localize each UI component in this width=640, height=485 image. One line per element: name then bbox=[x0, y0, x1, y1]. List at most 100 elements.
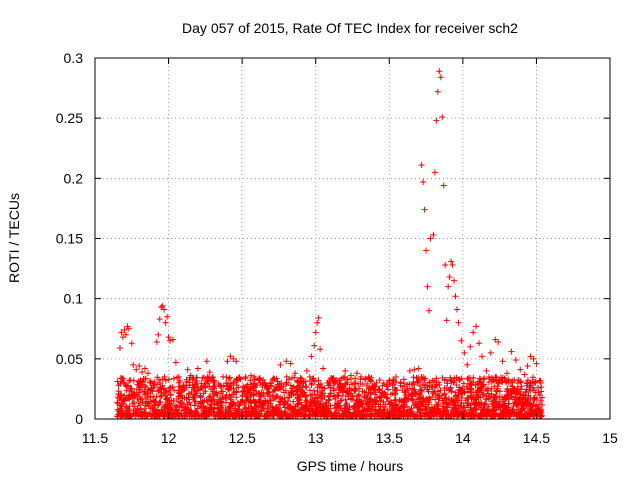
data-point bbox=[439, 113, 446, 120]
data-point bbox=[439, 400, 446, 407]
data-point bbox=[452, 389, 459, 396]
data-point bbox=[310, 375, 317, 382]
data-point bbox=[492, 374, 499, 381]
data-point bbox=[161, 306, 168, 313]
data-point bbox=[252, 404, 259, 411]
data-point bbox=[166, 385, 173, 392]
data-point bbox=[344, 413, 351, 420]
data-point bbox=[173, 395, 180, 402]
data-point bbox=[171, 387, 178, 394]
data-point bbox=[117, 345, 124, 352]
data-point bbox=[424, 283, 431, 290]
data-point bbox=[226, 375, 233, 382]
data-point bbox=[489, 411, 496, 418]
data-point bbox=[199, 398, 206, 405]
data-point bbox=[445, 412, 452, 419]
data-point bbox=[236, 412, 243, 419]
data-point bbox=[346, 386, 353, 393]
data-point bbox=[504, 370, 510, 377]
data-point bbox=[210, 378, 217, 385]
data-point bbox=[532, 378, 539, 385]
data-point bbox=[115, 382, 122, 389]
data-point bbox=[199, 375, 206, 382]
data-point bbox=[206, 411, 213, 418]
data-point bbox=[478, 353, 485, 360]
labels: Day 057 of 2015, Rate Of TEC Index for r… bbox=[6, 20, 518, 474]
data-point bbox=[387, 391, 394, 398]
data-point bbox=[486, 393, 493, 400]
data-point bbox=[200, 383, 207, 390]
data-point bbox=[425, 396, 432, 403]
data-point bbox=[191, 398, 198, 405]
data-point bbox=[443, 317, 450, 324]
data-point bbox=[458, 337, 465, 344]
data-point bbox=[149, 388, 156, 395]
data-point bbox=[426, 307, 433, 314]
data-point bbox=[537, 379, 544, 386]
data-point bbox=[422, 382, 429, 389]
data-point bbox=[297, 411, 304, 418]
data-point bbox=[150, 384, 157, 391]
data-point bbox=[123, 404, 130, 411]
data-point bbox=[355, 391, 362, 398]
data-point bbox=[207, 393, 214, 400]
data-point bbox=[272, 409, 279, 416]
data-point bbox=[422, 404, 429, 411]
data-point bbox=[472, 406, 479, 413]
data-point bbox=[539, 394, 546, 401]
gridlines bbox=[95, 58, 610, 419]
data-point bbox=[192, 409, 199, 416]
data-point bbox=[178, 392, 185, 399]
data-point bbox=[186, 379, 193, 386]
data-point bbox=[308, 353, 315, 360]
data-point bbox=[504, 409, 511, 416]
x-tick-label: 12.5 bbox=[229, 430, 256, 446]
data-point bbox=[369, 410, 376, 417]
data-point bbox=[493, 395, 500, 402]
data-point bbox=[522, 389, 529, 396]
data-point bbox=[421, 411, 428, 418]
data-point bbox=[453, 306, 460, 313]
data-point bbox=[327, 382, 334, 389]
data-point bbox=[237, 376, 244, 383]
data-point bbox=[198, 380, 205, 387]
data-point bbox=[476, 388, 483, 395]
data-point bbox=[181, 406, 188, 413]
data-point bbox=[312, 395, 319, 402]
data-point bbox=[410, 389, 417, 396]
data-point bbox=[141, 382, 148, 389]
data-point bbox=[372, 411, 379, 418]
data-point bbox=[509, 383, 516, 390]
data-point bbox=[222, 412, 229, 419]
data-point bbox=[517, 386, 524, 393]
data-point bbox=[194, 405, 201, 412]
data-point bbox=[197, 392, 204, 399]
data-point bbox=[303, 397, 310, 404]
data-point bbox=[222, 399, 229, 406]
data-point bbox=[479, 382, 486, 389]
data-point bbox=[385, 386, 392, 393]
data-point bbox=[176, 402, 183, 409]
data-point bbox=[114, 399, 121, 406]
data-point bbox=[495, 338, 502, 345]
data-point bbox=[206, 369, 213, 376]
data-point bbox=[383, 394, 390, 401]
data-point bbox=[421, 206, 428, 213]
data-point bbox=[157, 384, 164, 391]
data-point bbox=[489, 401, 496, 408]
data-point bbox=[225, 386, 232, 393]
data-point bbox=[397, 379, 404, 386]
data-point bbox=[183, 378, 190, 385]
data-point bbox=[508, 348, 515, 355]
data-point bbox=[313, 408, 320, 415]
data-point bbox=[155, 388, 162, 395]
data-point bbox=[151, 402, 158, 409]
data-point bbox=[352, 386, 359, 393]
data-point bbox=[380, 380, 387, 387]
data-point bbox=[398, 412, 405, 419]
data-point bbox=[460, 380, 467, 387]
data-point bbox=[448, 258, 455, 265]
data-point bbox=[532, 389, 539, 396]
data-point bbox=[515, 388, 522, 395]
data-point bbox=[283, 381, 290, 388]
